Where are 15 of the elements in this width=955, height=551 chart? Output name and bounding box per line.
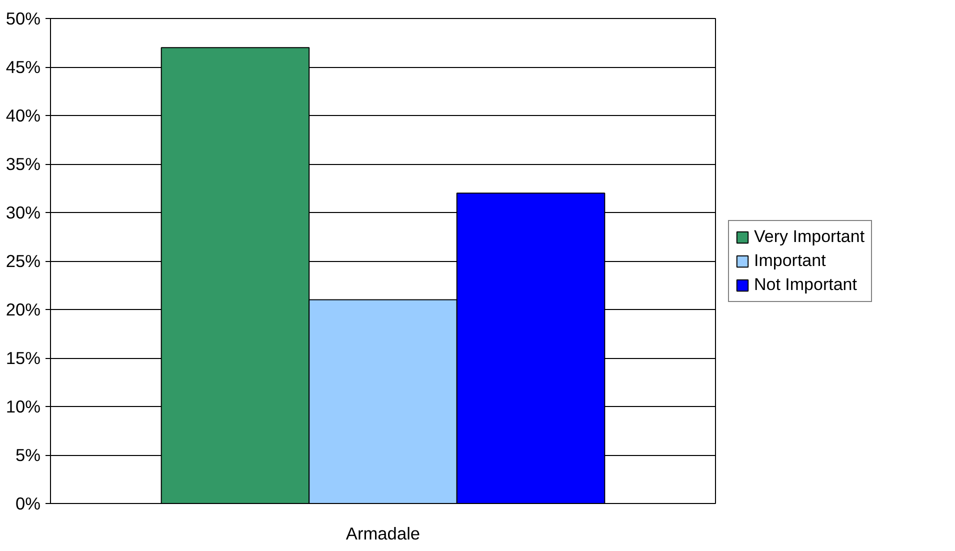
legend-label: Not Important <box>754 274 857 294</box>
x-tick-label: Armadale <box>346 524 420 544</box>
y-tick-label: 50% <box>6 8 41 28</box>
y-tick-label: 30% <box>6 202 41 222</box>
y-tick-label: 10% <box>6 396 41 416</box>
y-tick-label: 40% <box>6 106 41 126</box>
y-tick-label: 35% <box>6 154 41 174</box>
y-tick-label: 5% <box>15 445 40 465</box>
y-tick-label: 25% <box>6 251 41 271</box>
y-tick-label: 0% <box>15 494 40 514</box>
y-tick-label: 45% <box>6 57 41 77</box>
legend-label: Important <box>754 250 826 270</box>
y-tick-label: 20% <box>6 300 41 320</box>
y-tick-label: 15% <box>6 348 41 368</box>
legend-label: Very Important <box>754 226 865 246</box>
